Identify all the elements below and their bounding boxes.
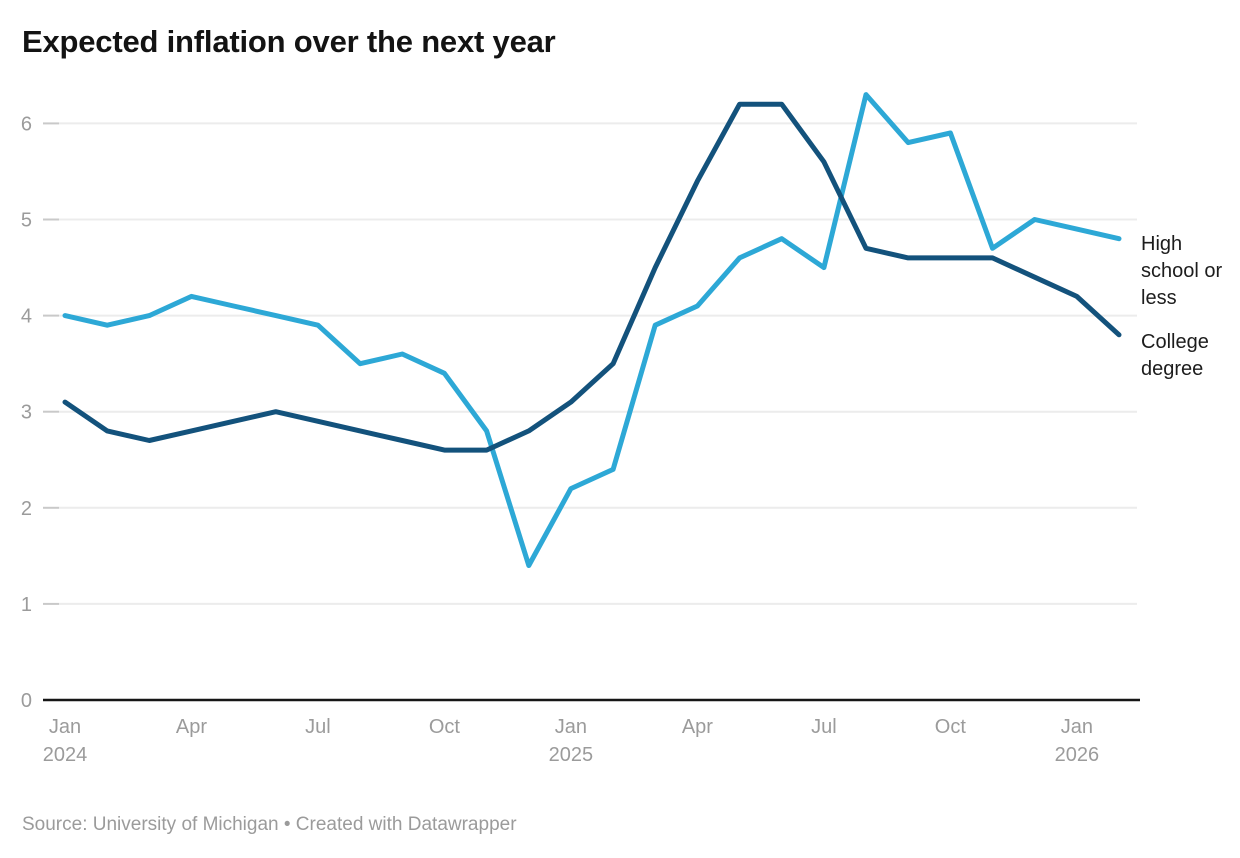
x-axis-label-Oct: Oct <box>935 716 967 738</box>
series-line-high-school-or-less <box>62 92 1122 568</box>
y-axis-label-4: 4 <box>21 306 32 328</box>
x-axis-year-2026: 2026 <box>1055 744 1100 766</box>
x-axis-year-2024: 2024 <box>43 744 88 766</box>
series-label-high-school: High school or less <box>1141 233 1223 309</box>
x-axis-label-Jan: Jan <box>1061 716 1093 738</box>
y-axis-label-3: 3 <box>21 402 32 424</box>
series-line-college-degree <box>62 101 1122 453</box>
line-chart-plot: 0 1 2 3 4 5 6 Jan 2024 Apr Jul Oct Jan 2025 Apr Jul Oct J… <box>21 92 1140 766</box>
x-axis-label-Jul: Jul <box>811 716 837 738</box>
y-axis-label-1: 1 <box>21 594 32 616</box>
series-label-college-degree: College degree <box>1141 331 1209 380</box>
x-axis-label-Jan: Jan <box>49 716 81 738</box>
y-axis-label-6: 6 <box>21 113 32 135</box>
chart-title: Expected inflation over the next year <box>22 24 556 59</box>
x-axis-label-Jul: Jul <box>305 716 331 738</box>
x-axis-label-Jan: Jan <box>555 716 587 738</box>
y-axis-label-5: 5 <box>21 210 32 232</box>
y-axis-label-0: 0 <box>21 690 32 712</box>
x-axis-year-2025: 2025 <box>549 744 594 766</box>
x-axis-label-Apr: Apr <box>176 716 207 738</box>
source-attribution: Source: University of Michigan • Created… <box>22 814 517 835</box>
x-axis-label-Apr: Apr <box>682 716 713 738</box>
x-axis-label-Oct: Oct <box>429 716 461 738</box>
y-axis-label-2: 2 <box>21 498 32 520</box>
